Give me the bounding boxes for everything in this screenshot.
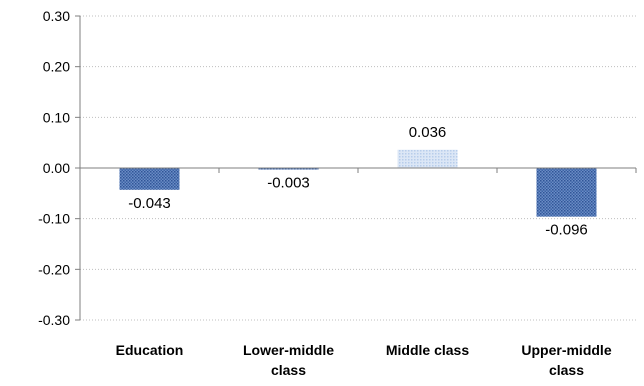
data-label: -0.096: [545, 222, 588, 239]
bar: [258, 168, 319, 170]
data-label: -0.043: [128, 195, 171, 212]
y-tick-label: -0.10: [38, 211, 70, 227]
x-tick-label: Upper-middle class: [521, 342, 611, 378]
x-tick-label: Middle class: [386, 342, 469, 358]
bar: [536, 168, 597, 217]
y-tick-label: 0.10: [43, 109, 70, 125]
data-label: 0.036: [409, 124, 447, 141]
x-tick-label: Lower-middle class: [243, 342, 334, 378]
y-tick-label: -0.30: [38, 312, 70, 328]
data-label: -0.003: [267, 175, 310, 192]
y-tick-label: 0.00: [43, 160, 70, 176]
bar: [119, 168, 180, 190]
labels: 0.30 0.20 0.10 0.00 -0.10 -0.20 -0.30 -0.043 Edu…: [38, 8, 612, 378]
bars: [119, 149, 597, 217]
y-tick-label: 0.30: [43, 8, 70, 24]
x-tick-label: Education: [116, 342, 184, 358]
y-tick-label: 0.20: [43, 59, 70, 75]
y-tick-label: -0.20: [38, 261, 70, 277]
axes: [75, 15, 637, 321]
bar: [397, 149, 458, 168]
